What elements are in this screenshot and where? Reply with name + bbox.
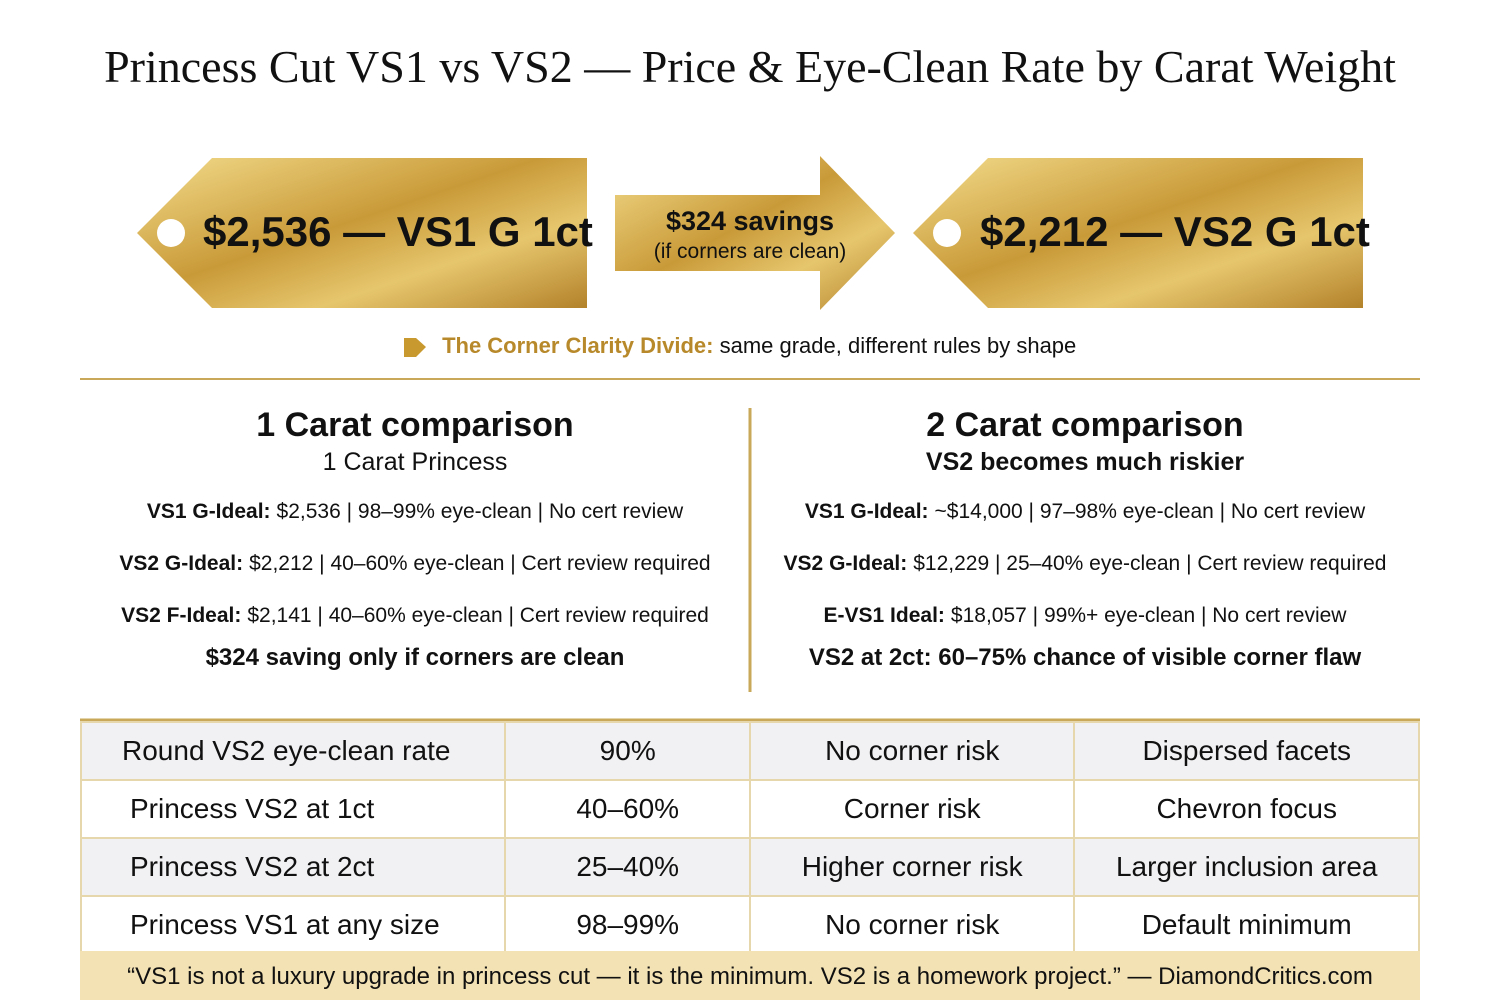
row: VS1 G-Ideal: $2,536 | 98–99% eye-clean | …: [80, 486, 750, 538]
subtitle-text: same grade, different rules by shape: [719, 333, 1077, 358]
table-cell: Princess VS2 at 1ct: [79, 779, 507, 839]
row: VS1 G-Ideal: ~$14,000 | 97–98% eye-clean …: [750, 486, 1420, 538]
table-cell: Princess VS1 at any size: [79, 895, 507, 955]
subtitle-label: The Corner Clarity Divide:: [442, 333, 714, 358]
row-text: $12,229 | 25–40% eye-clean | Cert review…: [913, 552, 1387, 575]
table-cell: Larger inclusion area: [1073, 837, 1420, 897]
table-cell: Default minimum: [1073, 895, 1420, 955]
footer: VS2 at 2ct: 60–75% chance of visible cor…: [808, 644, 1362, 671]
table-cell: Round VS2 eye-clean rate: [79, 721, 507, 781]
table-cell: Princess VS2 at 2ct: [79, 837, 507, 897]
row-label: VS1 G-Ideal:: [804, 500, 929, 523]
table-row: Princess VS2 at 2ct 25–40% Higher corner r…: [79, 837, 1420, 897]
row: VS2 F-Ideal: $2,141 | 40–60% eye-clean | …: [80, 590, 750, 642]
table-cell: Corner risk: [748, 779, 1076, 839]
row-label: VS2 G-Ideal:: [783, 552, 908, 575]
footer: $324 saving only if corners are clean: [205, 644, 625, 671]
table-cell: 90%: [504, 721, 751, 781]
heading: 1 Carat comparison: [256, 406, 574, 444]
row-label: VS2 G-Ideal:: [119, 552, 244, 575]
arrow-text: $324 savings: [665, 206, 835, 236]
comparison-table: Round VS2 eye-clean rate 90% No corner ris…: [79, 721, 1420, 955]
table-cell: No corner risk: [748, 721, 1076, 781]
column: 2 Carat comparison VS2 becomes much risk…: [750, 406, 1420, 672]
table-cell: 40–60%: [504, 779, 751, 839]
table-cell: 98–99%: [504, 895, 751, 955]
row: VS2 G-Ideal: $12,229 | 25–40% eye-clean |…: [750, 538, 1420, 590]
table-cell: Higher corner risk: [748, 837, 1076, 897]
table-row: Round VS2 eye-clean rate 90% No corner ris…: [79, 721, 1420, 781]
row-text: $18,057 | 99%+ eye-clean | No cert revie…: [950, 604, 1347, 627]
table-cell: 25–40%: [504, 837, 751, 897]
quote: “VS1 is not a luxury upgrade in princess…: [80, 951, 1420, 1000]
table-cell: Chevron focus: [1073, 779, 1420, 839]
table-row: Princess VS2 at 1ct 40–60% Corner risk Chev…: [79, 779, 1420, 839]
row: E-VS1 Ideal: $18,057 | 99%+ eye-clean | N…: [750, 590, 1420, 642]
price-tag: [913, 158, 1363, 308]
arrow: [615, 156, 895, 310]
title: Princess Cut VS1 vs VS2 — Price & Eye-Cl…: [104, 41, 1396, 92]
row-text: $2,536 | 98–99% eye-clean | No cert revi…: [276, 500, 684, 523]
row-label: VS1 G-Ideal:: [146, 500, 271, 523]
tag-text: $2,212 — VS2 G 1ct: [980, 208, 1370, 255]
row-text: ~$14,000 | 97–98% eye-clean | No cert re…: [934, 500, 1366, 523]
row: VS2 G-Ideal: $2,212 | 40–60% eye-clean | …: [80, 538, 750, 590]
row-label: VS2 F-Ideal:: [121, 604, 242, 627]
subheading: 1 Carat Princess: [322, 448, 508, 476]
tag-hole: [933, 219, 961, 247]
table-cell: No corner risk: [748, 895, 1076, 955]
row-text: $2,212 | 40–60% eye-clean | Cert review …: [249, 552, 711, 575]
price-tag: [137, 158, 587, 308]
tag-hole: [157, 219, 185, 247]
row-text: $2,141 | 40–60% eye-clean | Cert review …: [247, 604, 709, 627]
column: 1 Carat comparison 1 Carat Princess VS1 …: [80, 406, 750, 672]
heading: 2 Carat comparison: [926, 406, 1244, 444]
tag-text: $2,536 — VS1 G 1ct: [203, 208, 593, 255]
subtitle: The Corner Clarity Divide: same grade, d…: [0, 333, 1500, 359]
arrow-text: (if corners are clean): [653, 240, 847, 263]
table-cell: Dispersed facets: [1073, 721, 1420, 781]
table-row: Princess VS1 at any size 98–99% No corner …: [79, 895, 1420, 955]
row-label: E-VS1 Ideal:: [823, 604, 945, 627]
subheading: VS2 becomes much riskier: [925, 448, 1245, 476]
tag-icon: [404, 338, 426, 357]
